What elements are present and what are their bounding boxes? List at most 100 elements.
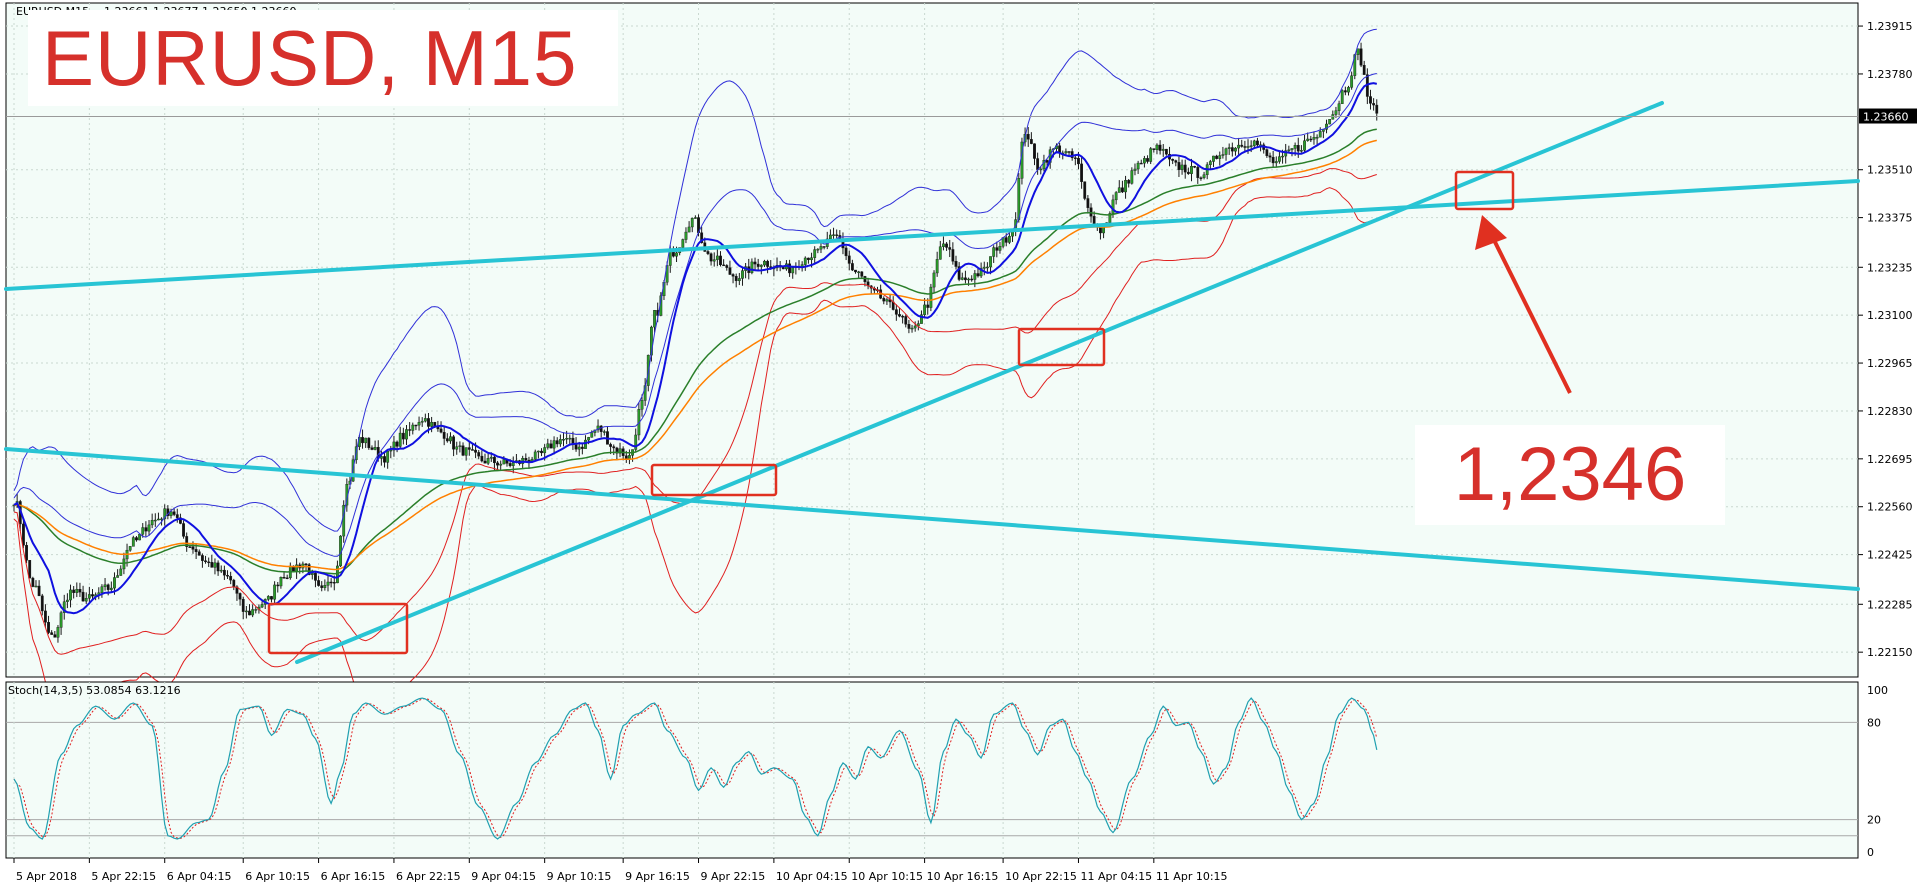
stochastic-panel[interactable] <box>5 681 1859 859</box>
candle-body <box>715 255 719 260</box>
stochastic-tick-label: 100 <box>1867 684 1888 697</box>
candle-body <box>885 299 889 302</box>
arrow-shaft <box>1491 237 1572 394</box>
candle-body <box>819 246 823 250</box>
candle-body <box>373 447 377 450</box>
candle-body <box>590 432 594 438</box>
candle-body <box>1227 147 1231 149</box>
candle-body <box>904 316 908 325</box>
time-tick-label: 6 Apr 04:15 <box>167 870 232 883</box>
candle-body <box>1350 75 1354 88</box>
candle-body <box>960 277 964 280</box>
candle-body <box>640 400 644 410</box>
time-tick-label: 10 Apr 10:15 <box>851 870 923 883</box>
candle-body <box>712 259 716 262</box>
candle-body <box>72 589 76 593</box>
candle-body <box>672 251 675 257</box>
candle-body <box>1240 144 1244 147</box>
highlight-box <box>1017 327 1106 367</box>
price-tick-label: 1.23510 <box>1867 164 1913 177</box>
candle-body <box>609 444 613 447</box>
time-tick-label: 10 Apr 22:15 <box>1005 870 1077 883</box>
candle-body <box>536 450 540 453</box>
candle-body <box>756 263 760 267</box>
candle-body <box>1281 155 1284 158</box>
candle-body <box>445 438 449 442</box>
candle-body <box>1130 170 1134 184</box>
candle-body <box>1077 157 1080 165</box>
candle-body <box>188 546 192 548</box>
annotation-arrow <box>1475 215 1572 394</box>
candle-body <box>684 231 688 240</box>
price-callout: 1,2346 <box>1415 425 1725 525</box>
candle-body <box>361 437 364 444</box>
candle-body <box>307 564 311 575</box>
candle-body <box>22 523 25 546</box>
candle-body <box>1136 162 1140 170</box>
candle-body <box>458 445 462 447</box>
candle-body <box>128 546 132 551</box>
candle-body <box>1315 136 1319 139</box>
candle-body <box>398 432 402 447</box>
candle-body <box>78 589 82 593</box>
candle-body <box>1246 146 1250 148</box>
price-tick-label: 1.23375 <box>1867 212 1913 225</box>
candle-body <box>172 511 176 515</box>
price-callout-label: 1,2346 <box>1453 432 1687 517</box>
candle-body <box>1224 148 1228 155</box>
candle-body <box>857 271 861 274</box>
candle-body <box>266 596 270 600</box>
candle-body <box>1117 187 1121 193</box>
candle-body <box>832 234 835 236</box>
candle-body <box>850 263 854 271</box>
price-axis: 1.23915 1.23780 1.23510 1.23375 1.23235 1.231… <box>1858 20 1913 659</box>
candle-body <box>502 459 506 465</box>
candle-body <box>417 422 421 426</box>
trendline-channel-lower <box>4 447 1860 591</box>
candle-body <box>1356 48 1360 55</box>
candle-body <box>411 424 415 431</box>
candle-body <box>986 266 989 269</box>
candle-body <box>483 460 487 464</box>
candle-body <box>807 257 810 261</box>
candle-body <box>1152 148 1156 150</box>
candle-body <box>791 267 795 274</box>
candle-body <box>489 456 493 459</box>
candle-body <box>1036 158 1040 170</box>
candle-body <box>628 455 631 459</box>
candle-body <box>1161 148 1165 151</box>
candle-body <box>929 286 933 308</box>
stochastic-grid <box>6 682 1858 858</box>
candle-body <box>731 274 735 277</box>
candle-body <box>706 251 710 254</box>
candle-body <box>860 271 864 277</box>
moving-average-orange <box>13 139 1377 571</box>
candle-body <box>979 268 983 277</box>
candle-body <box>480 455 484 462</box>
candle-body <box>565 438 569 440</box>
candle-body <box>854 269 857 273</box>
trendlines[interactable] <box>4 101 1860 664</box>
candle-body <box>150 520 154 526</box>
highlight-box <box>1454 170 1515 211</box>
candle-body <box>147 524 151 532</box>
candle-body <box>103 584 107 587</box>
price-tick-label: 1.22830 <box>1867 405 1913 418</box>
candle-body <box>568 437 572 440</box>
candle-body <box>213 562 217 568</box>
candle-body <box>100 586 104 594</box>
candle-body <box>222 569 226 576</box>
candle-body <box>1268 155 1272 158</box>
candle-body <box>675 252 678 257</box>
candle-body <box>116 575 120 578</box>
candle-body <box>169 511 173 516</box>
candle-body <box>753 261 757 265</box>
candle-body <box>913 325 917 329</box>
candle-body <box>719 255 722 266</box>
candle-body <box>40 595 44 612</box>
candle-body <box>1265 149 1269 156</box>
candle-body <box>157 518 160 521</box>
candle-body <box>65 599 69 602</box>
